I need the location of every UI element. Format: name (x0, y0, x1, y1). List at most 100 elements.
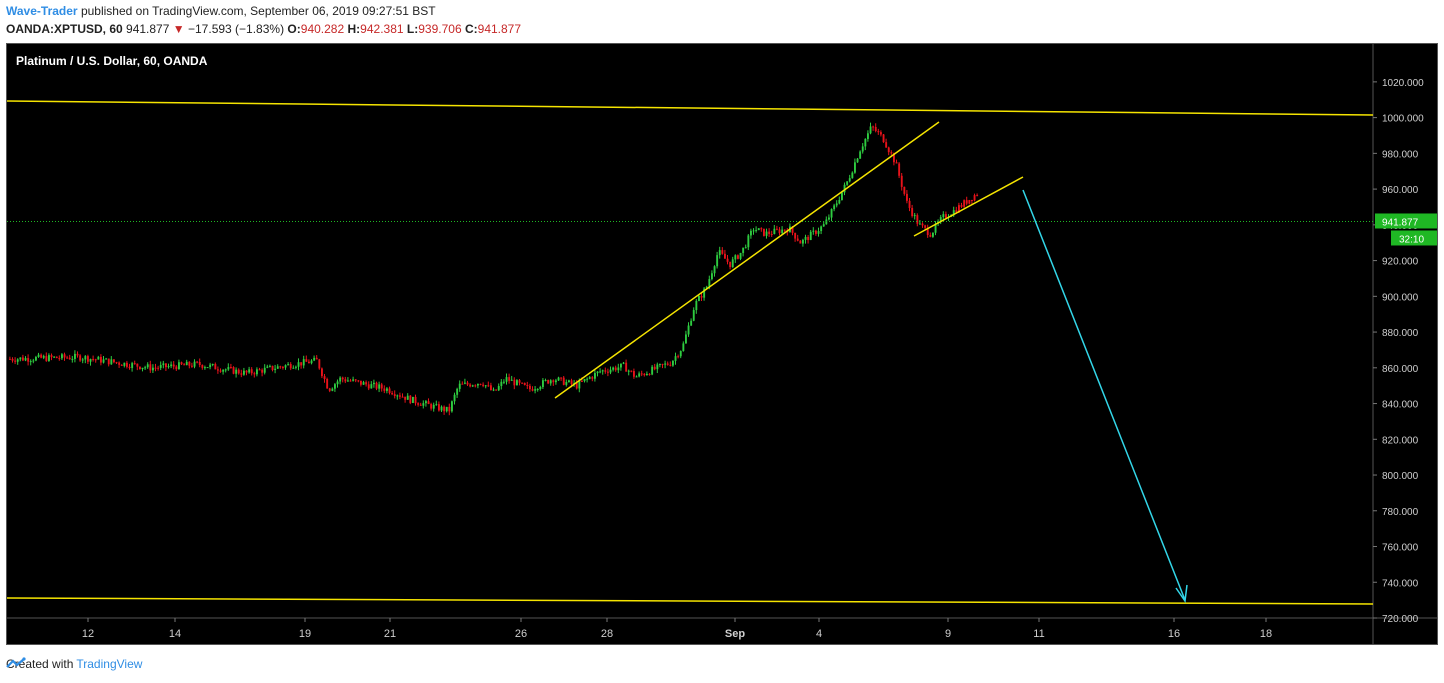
footer: Created with TradingView (6, 657, 142, 671)
candle-body (76, 353, 79, 356)
candle-body (802, 239, 804, 244)
candle-body (924, 225, 927, 228)
candle-body (685, 334, 687, 344)
tradingview-brand[interactable]: TradingView (76, 657, 143, 671)
candle-body (445, 406, 448, 412)
candle-body (295, 366, 297, 368)
candle-body (718, 250, 721, 256)
candle-body (87, 356, 89, 362)
candle-body (971, 199, 973, 201)
candle-body (913, 215, 916, 217)
candle-body (183, 364, 186, 366)
candle-body (565, 382, 568, 385)
candle-body (211, 364, 214, 366)
candle-body (755, 230, 758, 232)
candle-body (105, 358, 108, 360)
candle-body (887, 147, 890, 153)
candle-body (560, 377, 563, 379)
price-chart[interactable]: Platinum / U.S. Dollar, 60, OANDA 1020.00… (7, 44, 1437, 644)
candle-body (404, 396, 407, 400)
candle-body (794, 232, 797, 239)
candle-body (549, 380, 552, 384)
candle-body (594, 373, 596, 379)
candle-body (955, 210, 958, 213)
candle-body (739, 252, 742, 259)
candle-body (575, 383, 578, 389)
candle-body (289, 364, 292, 369)
candle-body (698, 296, 700, 301)
candle-body (279, 366, 282, 368)
candle-body (308, 361, 310, 364)
price-tick-label: 980.000 (1382, 149, 1419, 160)
candle-body (523, 382, 526, 386)
last-price-tag (1375, 213, 1437, 229)
candle-body (68, 357, 71, 360)
candle-body (126, 362, 128, 367)
candle-body (776, 228, 778, 230)
candle-body (666, 363, 669, 365)
candle-body (235, 369, 238, 374)
candle-body (97, 356, 100, 360)
price-tick-label: 1000.000 (1382, 114, 1424, 125)
candle-body (846, 181, 849, 185)
candle-body (347, 380, 349, 382)
candle-body (627, 370, 630, 372)
candle-body (586, 378, 589, 380)
chart-panel[interactable]: Platinum / U.S. Dollar, 60, OANDA 1020.00… (6, 43, 1438, 645)
candle-body (534, 389, 537, 391)
candle-body (781, 229, 784, 234)
candle-body (393, 394, 396, 396)
candle-body (659, 363, 661, 365)
candle-body (828, 217, 830, 220)
candle-body (687, 325, 690, 335)
candle-body (898, 163, 901, 176)
candle-body (612, 367, 615, 370)
candle-body (656, 364, 659, 370)
candle-body (851, 172, 854, 179)
candle-body (877, 131, 880, 133)
candle-body (383, 388, 386, 391)
candle-body (417, 403, 420, 405)
candle-body (518, 380, 521, 383)
candle-body (690, 320, 693, 326)
candle-body (263, 367, 266, 373)
author-name[interactable]: Wave-Trader (6, 4, 78, 18)
candle-body (734, 255, 737, 260)
candle-body (474, 385, 477, 387)
price-tick-label: 720.000 (1382, 614, 1419, 625)
candle-body (22, 357, 24, 361)
candle-body (620, 363, 622, 368)
candle-body (154, 367, 157, 369)
candle-body (172, 364, 175, 367)
candle-body (349, 380, 352, 382)
flag-support-trendline (913, 176, 1024, 237)
candle-body (542, 380, 544, 387)
candle-body (547, 380, 550, 384)
candle-body (16, 359, 19, 362)
candle-body (152, 367, 154, 371)
candle-body (742, 247, 745, 253)
candle-body (300, 362, 303, 366)
candle-body (669, 364, 672, 366)
candle-body (282, 366, 284, 368)
candle-body (456, 388, 459, 395)
candle-body (440, 406, 443, 411)
candle-body (932, 232, 934, 237)
candle-body (908, 200, 911, 208)
candle-body (131, 363, 134, 368)
candle-body (432, 404, 435, 409)
candle-body (237, 369, 240, 374)
candle-body (253, 373, 256, 375)
candle-body (284, 365, 287, 368)
candle-body (484, 385, 487, 387)
candle-body (115, 362, 118, 364)
candle-body (880, 132, 882, 135)
candle-body (141, 367, 144, 370)
candle-body (144, 367, 147, 369)
candle-body (856, 158, 859, 163)
candle-body (422, 403, 425, 406)
candle-body (497, 386, 500, 391)
candle-body (438, 404, 440, 411)
candle-body (339, 377, 342, 382)
candle-body (963, 200, 966, 207)
